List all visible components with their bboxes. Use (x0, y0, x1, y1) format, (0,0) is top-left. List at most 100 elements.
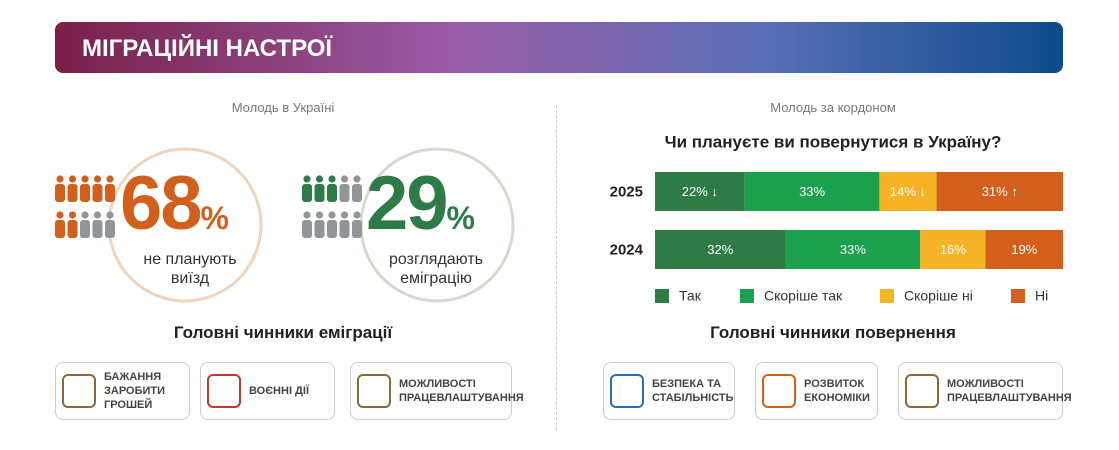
bar-segment (655, 172, 745, 211)
chart-title: Чи плануєте ви повернутися в Україну? (665, 132, 1002, 151)
stat-number: 29% (366, 160, 475, 247)
bar-segment (655, 230, 786, 269)
person-icon (56, 211, 64, 219)
value-label: 16% (940, 242, 966, 257)
factor-icon (610, 374, 644, 408)
person-icon (353, 211, 361, 219)
person-icon (93, 211, 102, 219)
legend-swatch (880, 289, 894, 303)
stat-unit: % (200, 200, 229, 236)
factor-card: БЕЗПЕКА ТА СТАБІЛЬНІСТЬ (603, 362, 735, 420)
person-icon (67, 220, 78, 238)
legend-label: Скоріше так (764, 288, 843, 304)
person-icon (303, 211, 311, 219)
value-label: 31% ↑ (982, 184, 1018, 199)
person-icon (92, 184, 103, 202)
factor-text: РОЗВИТОК ЕКОНОМІКИ (804, 378, 870, 404)
person-icon (106, 211, 114, 219)
factor-text: ВОЄННІ ДІЇ (249, 385, 309, 397)
person-icon (106, 175, 114, 183)
person-icon (92, 220, 103, 238)
factors-title: Головні чинники еміграції (173, 323, 393, 342)
factor-card: ВОЄННІ ДІЇ (200, 362, 335, 420)
person-icon (105, 184, 115, 202)
bar-segment (920, 230, 986, 269)
bar-segment (936, 172, 1063, 211)
factor-text: МОЖЛИВОСТІ ПРАЦЕВЛАШТУВАННЯ (399, 378, 524, 404)
factor-card: БАЖАННЯ ЗАРОБИТИ ГРОШЕЙ (55, 362, 190, 420)
header: МІГРАЦІЙНІ НАСТРОЇ (55, 22, 1063, 73)
factor-icon (62, 374, 96, 408)
person-icon (328, 211, 336, 219)
person-icon (105, 220, 115, 238)
value-label: 22% ↓ (682, 184, 718, 199)
stat-number: 68% (120, 160, 229, 247)
person-icon (80, 220, 90, 238)
right-subtitle: Молодь за кордоном (770, 100, 896, 115)
person-icon (93, 175, 102, 183)
person-icon (327, 220, 337, 238)
factor-icon (357, 374, 391, 408)
bar-segment (744, 172, 880, 211)
stat-label: розглядають еміграцію (389, 251, 483, 287)
value-label: 14% ↓ (890, 184, 926, 199)
bar-segment (785, 230, 921, 269)
y-tick-label: 2024 (610, 241, 644, 258)
person-icon (81, 211, 89, 219)
person-icon (55, 220, 65, 238)
factor-card: МОЖЛИВОСТІ ПРАЦЕВЛАШТУВАННЯ (350, 362, 524, 420)
person-icon (314, 220, 325, 238)
factor-icon (905, 374, 939, 408)
factor-card: РОЗВИТОК ЕКОНОМІКИ (755, 362, 878, 420)
person-icon (327, 184, 337, 202)
person-icon (302, 184, 312, 202)
legend-label: Ні (1035, 288, 1048, 304)
factor-card: МОЖЛИВОСТІ ПРАЦЕВЛАШТУВАННЯ (898, 362, 1072, 420)
person-icon (67, 184, 78, 202)
factor-text: БАЖАННЯ ЗАРОБИТИ ГРОШЕЙ (104, 371, 166, 411)
person-icon (339, 220, 350, 238)
value-label: 33% (840, 242, 866, 257)
person-icon (340, 175, 349, 183)
person-icon (353, 175, 361, 183)
factor-icon (762, 374, 796, 408)
value-label: 33% (799, 184, 825, 199)
person-icon (302, 220, 312, 238)
person-icon (340, 211, 349, 219)
header-title: МІГРАЦІЙНІ НАСТРОЇ (82, 35, 333, 62)
legend-swatch (655, 289, 669, 303)
stat-unit: % (446, 200, 475, 236)
stat-label: не планують виїзд (143, 251, 237, 287)
person-icon (315, 211, 324, 219)
factor-text: МОЖЛИВОСТІ ПРАЦЕВЛАШТУВАННЯ (947, 378, 1072, 404)
person-icon (339, 184, 350, 202)
person-icon (328, 175, 336, 183)
person-icon (55, 184, 65, 202)
person-icon (352, 184, 362, 202)
person-icon (68, 211, 77, 219)
stat-value: 29 (366, 161, 449, 246)
legend-label: Так (679, 288, 702, 304)
bar-segment (879, 172, 937, 211)
person-icon (80, 184, 90, 202)
factor-text: БЕЗПЕКА ТА СТАБІЛЬНІСТЬ (652, 378, 734, 404)
person-icon (303, 175, 311, 183)
left-subtitle: Молодь в Україні (231, 100, 335, 115)
divider (556, 105, 557, 430)
value-label: 32% (707, 242, 733, 257)
person-icon (315, 175, 324, 183)
person-icon (314, 184, 325, 202)
person-icon (56, 175, 64, 183)
factors-title: Головні чинники повернення (710, 323, 956, 342)
legend-swatch (1011, 289, 1025, 303)
factor-icon (207, 374, 241, 408)
person-icon (352, 220, 362, 238)
bar-segment (985, 230, 1063, 269)
person-icon (81, 175, 89, 183)
value-label: 19% (1011, 242, 1037, 257)
legend-label: Скоріше ні (904, 288, 973, 304)
stat-value: 68 (120, 161, 203, 246)
y-tick-label: 2025 (610, 183, 643, 200)
